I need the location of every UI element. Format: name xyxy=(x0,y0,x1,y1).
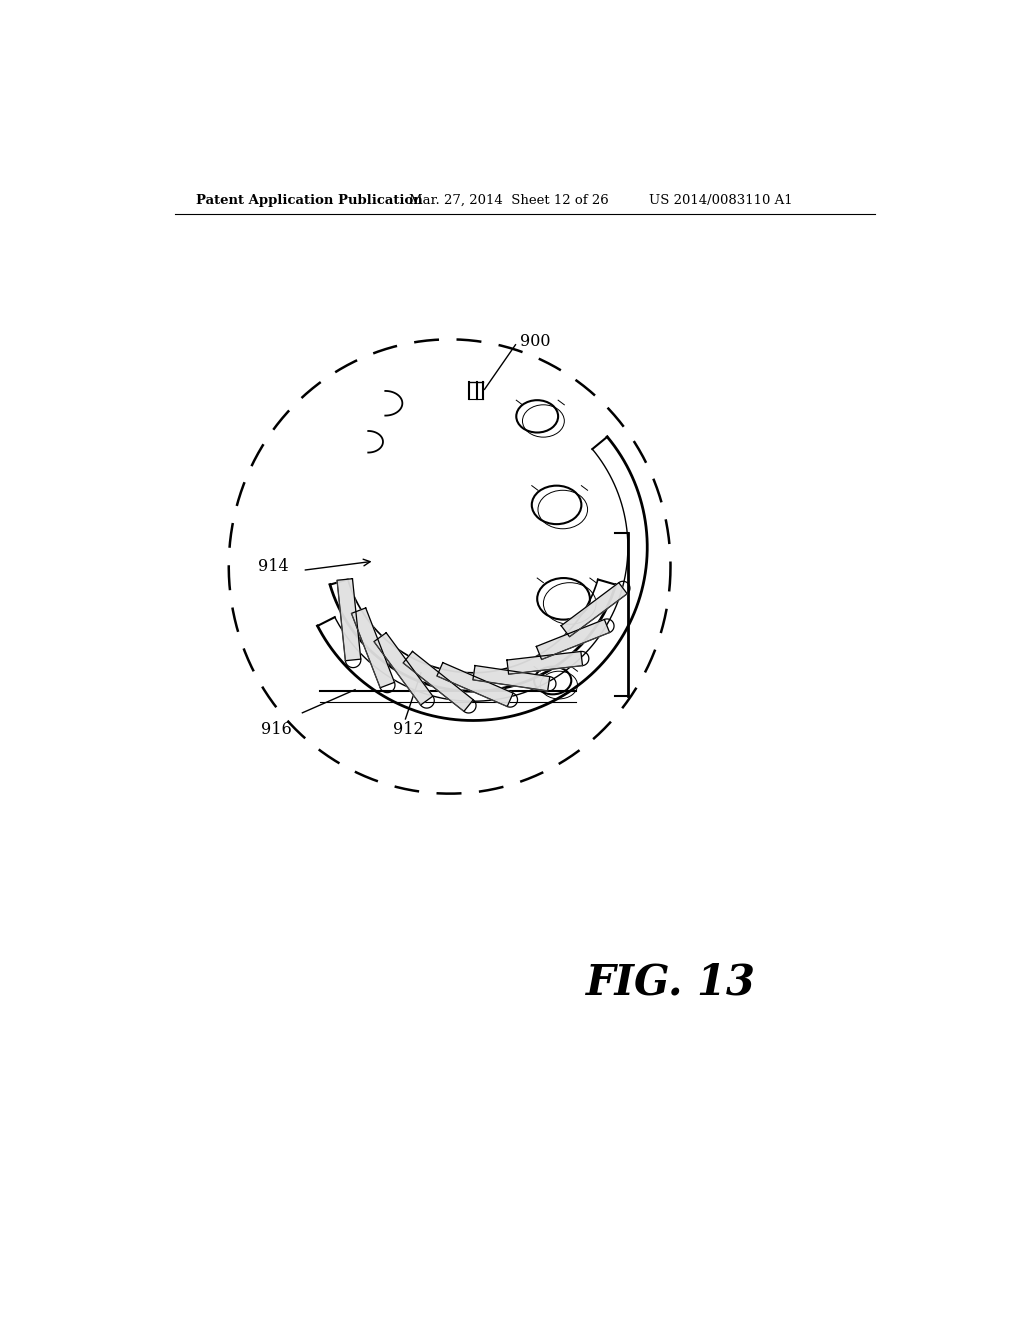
Polygon shape xyxy=(437,663,513,706)
Polygon shape xyxy=(403,651,473,711)
Text: 900: 900 xyxy=(520,333,551,350)
Text: FIG. 13: FIG. 13 xyxy=(586,961,756,1003)
Polygon shape xyxy=(473,665,550,690)
Polygon shape xyxy=(374,632,433,705)
Text: Patent Application Publication: Patent Application Publication xyxy=(197,194,423,207)
Text: Mar. 27, 2014  Sheet 12 of 26: Mar. 27, 2014 Sheet 12 of 26 xyxy=(409,194,608,207)
Text: 914: 914 xyxy=(258,558,289,576)
Polygon shape xyxy=(351,609,394,688)
Text: 912: 912 xyxy=(393,721,424,738)
Polygon shape xyxy=(337,578,360,661)
Text: US 2014/0083110 A1: US 2014/0083110 A1 xyxy=(649,194,793,207)
Text: 916: 916 xyxy=(261,721,292,738)
Polygon shape xyxy=(507,652,583,675)
Polygon shape xyxy=(537,619,609,660)
Polygon shape xyxy=(561,582,627,636)
